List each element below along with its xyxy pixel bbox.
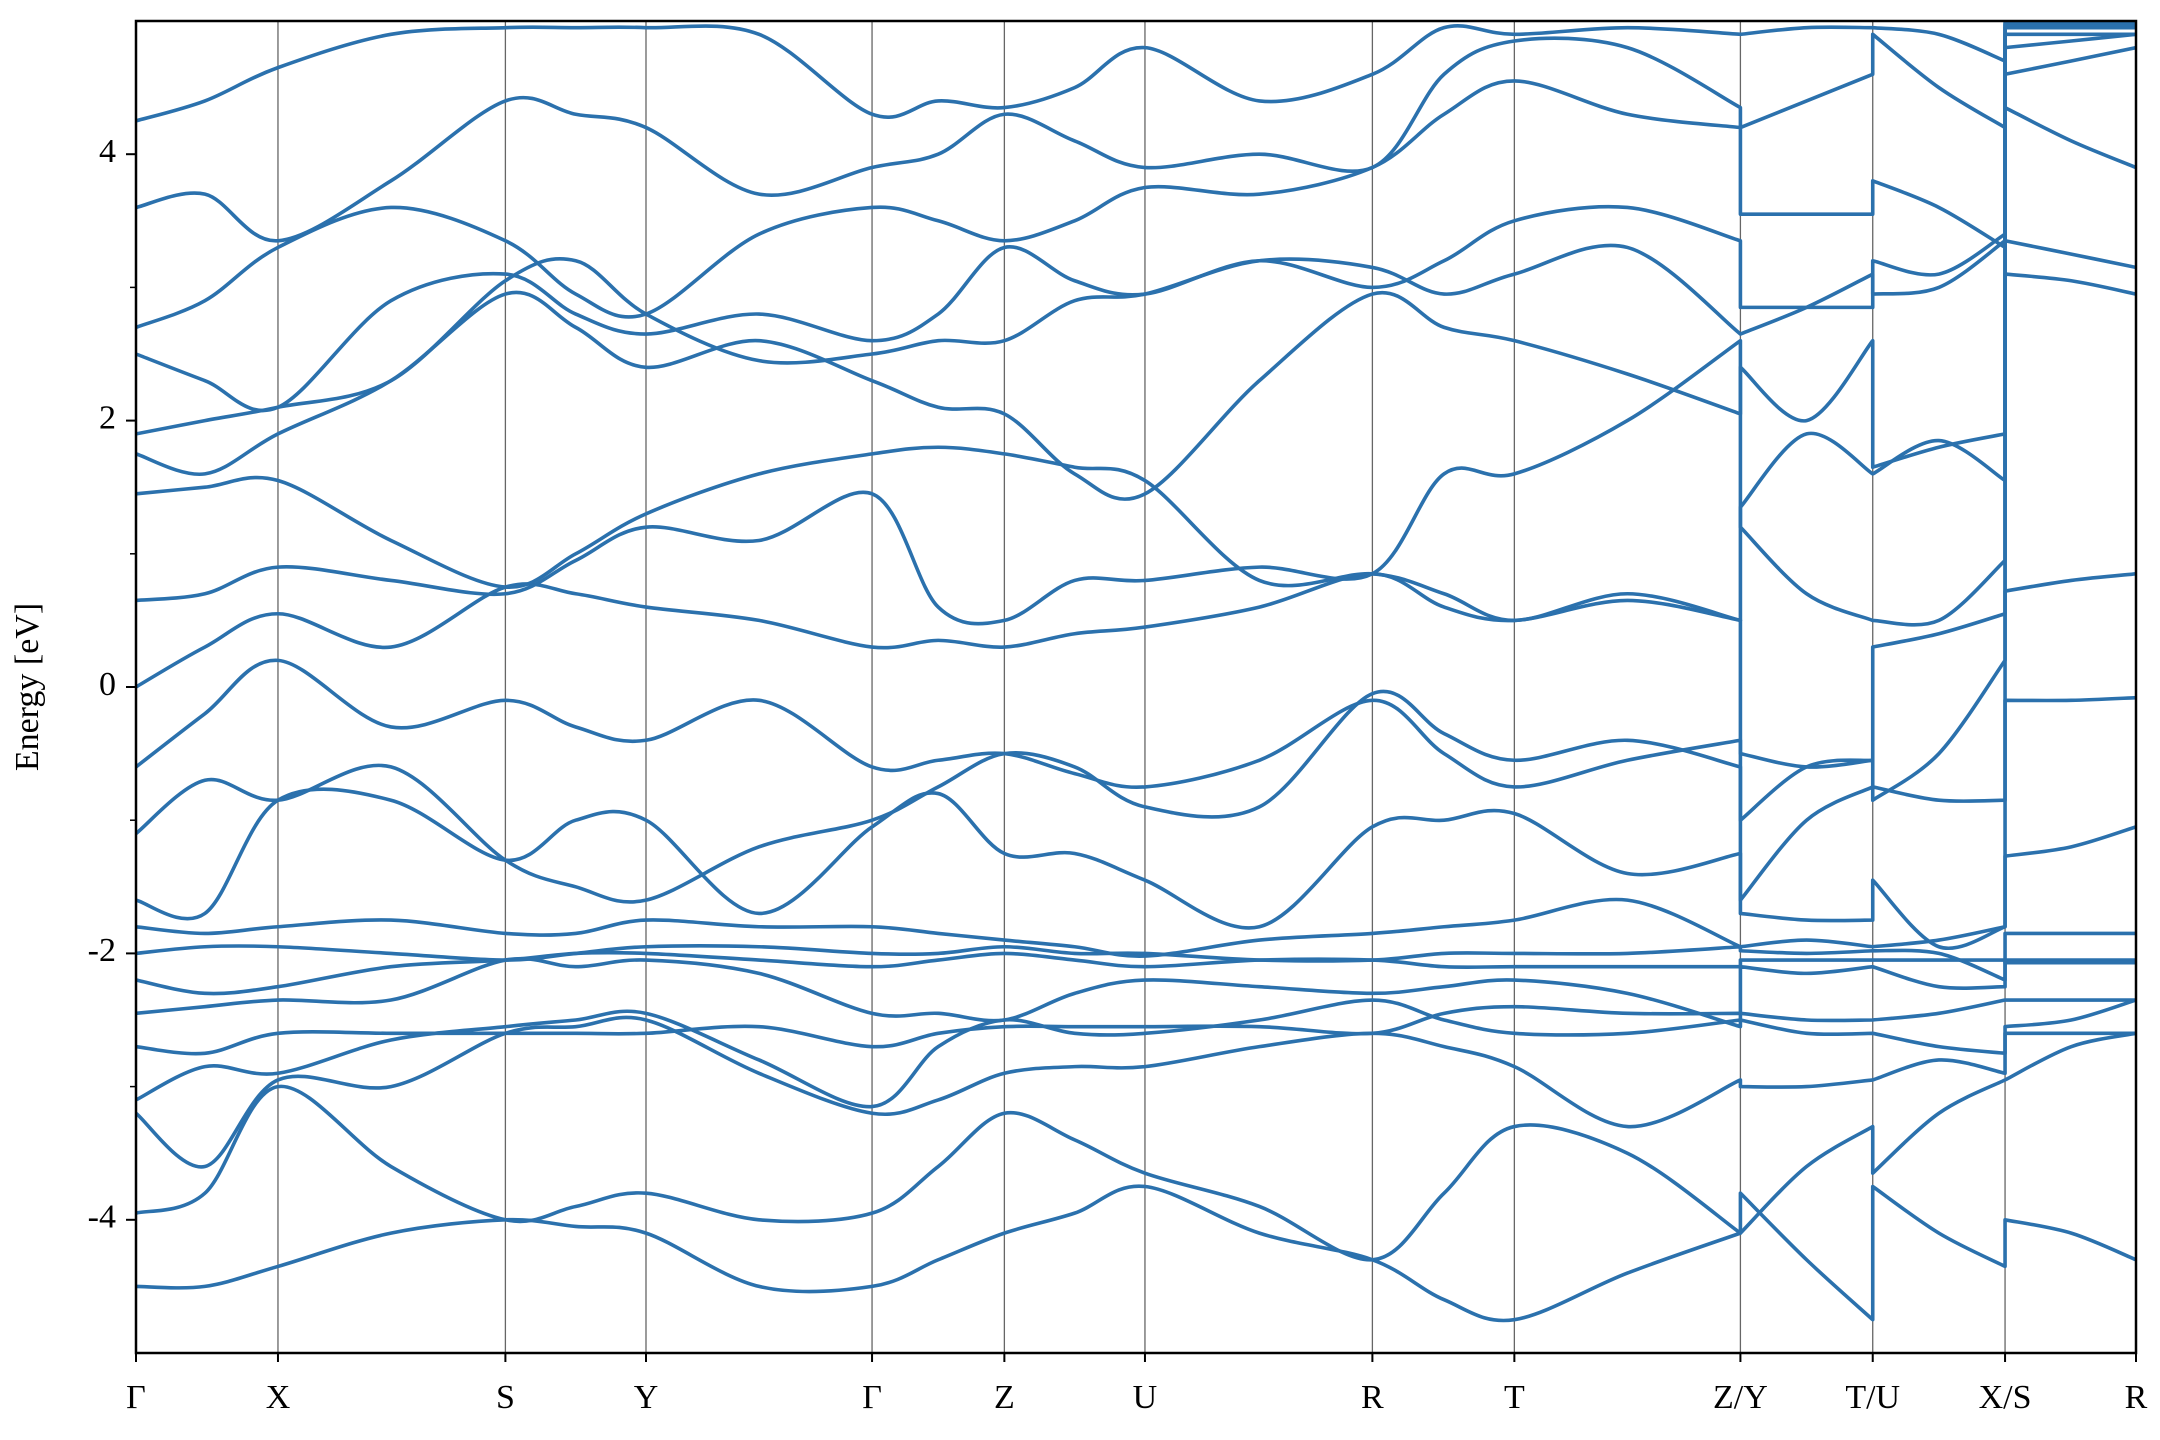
band-line	[136, 931, 2136, 982]
band-line	[136, 998, 2136, 1169]
band-line	[136, 1031, 2136, 1262]
band-line	[136, 272, 2136, 822]
x-tick-label: R	[2125, 1379, 2148, 1416]
band-line	[136, 695, 2136, 951]
y-tick-label: -4	[88, 1199, 116, 1236]
y-tick-label: -2	[88, 932, 116, 969]
band-line	[136, 825, 2136, 958]
band-line	[136, 998, 2136, 1109]
x-tick-label: X	[266, 1379, 291, 1416]
band-line	[136, 571, 2136, 904]
y-tick-label: 2	[99, 399, 116, 436]
band-line	[136, 21, 2136, 243]
band-line	[136, 238, 2136, 769]
x-tick-label: Z/Y	[1713, 1379, 1768, 1416]
band-line	[136, 1184, 2136, 1323]
x-tick-label: Z	[994, 1379, 1015, 1416]
y-axis-label: Energy [eV]	[9, 603, 46, 771]
x-tick-label: X/S	[1979, 1379, 2032, 1416]
band-line	[136, 23, 2136, 330]
y-tick-label: 4	[99, 133, 116, 170]
band-line	[136, 105, 2136, 627]
y-tick-label: 0	[99, 666, 116, 703]
band-line	[136, 998, 2136, 1056]
band-line	[136, 21, 2136, 123]
band-line	[136, 32, 2136, 501]
x-tick-label: Γ	[126, 1379, 146, 1416]
band-line	[136, 45, 2136, 623]
x-tick-label: Γ	[862, 1379, 882, 1416]
x-tick-label: S	[496, 1379, 515, 1416]
x-tick-label: T/U	[1845, 1379, 1900, 1416]
band-line	[136, 956, 2136, 1029]
band-line	[136, 25, 2136, 413]
plot-frame	[134, 19, 2138, 1355]
x-tick-label: Y	[634, 1379, 659, 1416]
x-tick-label: R	[1361, 1379, 1384, 1416]
x-tick-label: U	[1133, 1379, 1158, 1416]
band-line	[136, 32, 2136, 436]
x-tick-label: T	[1504, 1379, 1525, 1416]
